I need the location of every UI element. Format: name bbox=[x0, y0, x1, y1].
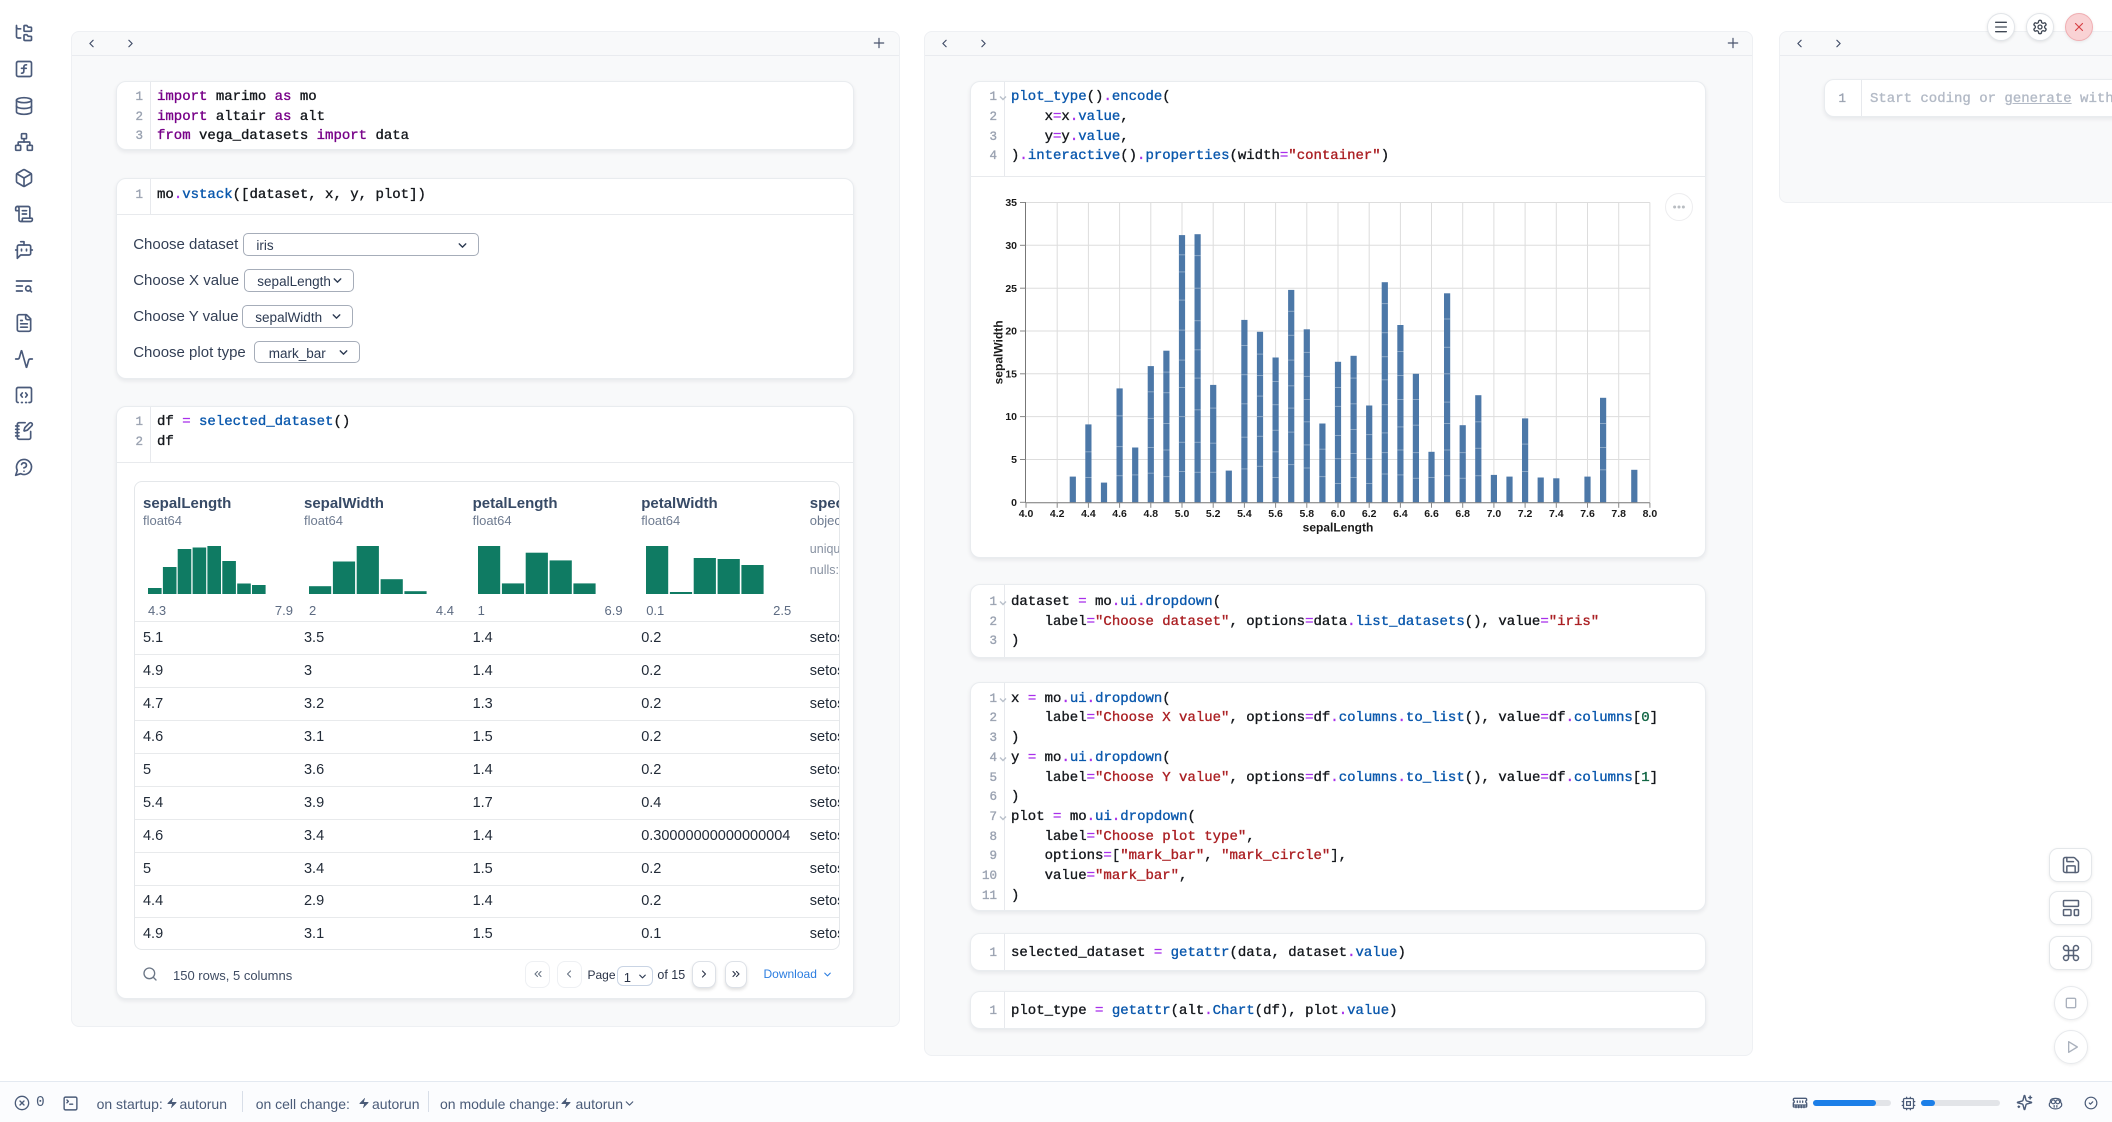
svg-text:5.0: 5.0 bbox=[1175, 508, 1190, 520]
svg-text:6.6: 6.6 bbox=[1424, 508, 1439, 520]
svg-text:4.2: 4.2 bbox=[1050, 508, 1065, 520]
svg-text:6.2: 6.2 bbox=[1362, 508, 1377, 520]
svg-text:7.8: 7.8 bbox=[1611, 508, 1626, 520]
svg-text:20: 20 bbox=[1005, 326, 1017, 338]
svg-text:7.0: 7.0 bbox=[1487, 508, 1502, 520]
svg-text:5: 5 bbox=[1011, 454, 1017, 466]
svg-text:6.0: 6.0 bbox=[1331, 508, 1346, 520]
svg-text:0: 0 bbox=[1011, 497, 1017, 509]
svg-text:6.8: 6.8 bbox=[1455, 508, 1470, 520]
svg-text:sepalLength: sepalLength bbox=[1303, 521, 1374, 535]
svg-text:4.6: 4.6 bbox=[1112, 508, 1127, 520]
svg-text:10: 10 bbox=[1005, 412, 1017, 424]
svg-text:7.2: 7.2 bbox=[1518, 508, 1533, 520]
svg-text:sepalWidth: sepalWidth bbox=[992, 321, 1006, 385]
svg-text:5.8: 5.8 bbox=[1299, 508, 1314, 520]
svg-text:4.4: 4.4 bbox=[1081, 508, 1096, 520]
svg-text:5.4: 5.4 bbox=[1237, 508, 1252, 520]
svg-text:4.0: 4.0 bbox=[1019, 508, 1034, 520]
svg-text:6.4: 6.4 bbox=[1393, 508, 1408, 520]
svg-text:5.2: 5.2 bbox=[1206, 508, 1221, 520]
svg-text:4.8: 4.8 bbox=[1143, 508, 1158, 520]
svg-text:35: 35 bbox=[1005, 197, 1017, 209]
svg-text:15: 15 bbox=[1005, 369, 1017, 381]
svg-text:25: 25 bbox=[1005, 283, 1017, 295]
svg-text:30: 30 bbox=[1005, 240, 1017, 252]
svg-text:5.6: 5.6 bbox=[1268, 508, 1283, 520]
svg-text:7.6: 7.6 bbox=[1580, 508, 1595, 520]
svg-text:7.4: 7.4 bbox=[1549, 508, 1564, 520]
svg-text:8.0: 8.0 bbox=[1643, 508, 1658, 520]
